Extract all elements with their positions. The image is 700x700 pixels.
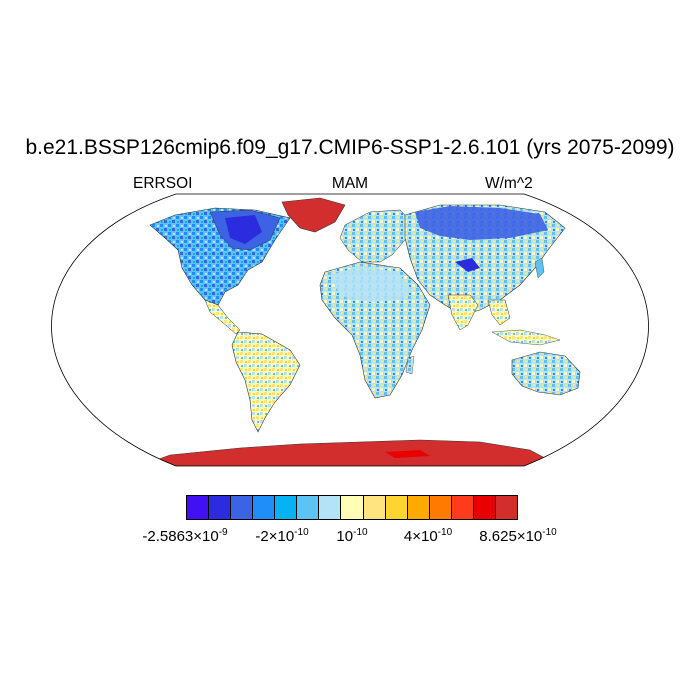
sahara-region [330, 266, 412, 302]
colorbar-swatch [253, 496, 276, 519]
colorbar-tick-label: 8.625×10-10 [479, 527, 557, 545]
hudson-dark [225, 215, 262, 244]
antarctica [139, 439, 561, 466]
siberia-cold-region [415, 206, 548, 240]
colorbar [186, 495, 518, 520]
madagascar [405, 355, 415, 375]
colorbar-swatch [319, 496, 342, 519]
south-america [231, 331, 301, 433]
colorbar-swatch [429, 496, 452, 519]
units-label: W/m^2 [485, 175, 533, 192]
colorbar-swatch [209, 496, 232, 519]
colorbar-tick-label: -2.5863×10-9 [142, 527, 228, 545]
colorbar-tick-label: 10-10 [336, 527, 368, 545]
greenland [281, 197, 346, 233]
india [447, 294, 479, 331]
colorbar-swatch [231, 496, 254, 519]
colorbar-swatch [341, 496, 364, 519]
colorbar-swatch [385, 496, 408, 519]
southeast-asia [487, 299, 511, 326]
variable-label: ERRSOI [133, 175, 193, 192]
colorbar-tick-label: -2×10-10 [255, 527, 309, 545]
map-title: b.e21.BSSP126cmip6.f09_g17.CMIP6-SSP1-2.… [25, 136, 675, 159]
japan [534, 257, 545, 279]
globe-outline [51, 193, 649, 467]
colorbar-swatch [275, 496, 298, 519]
colorbar-swatch [407, 496, 430, 519]
colorbar-swatch [451, 496, 474, 519]
australia [511, 351, 581, 396]
indonesia [491, 329, 561, 346]
colorbar-swatch [187, 496, 210, 519]
colorbar-swatch [473, 496, 496, 519]
land-layer [139, 197, 581, 466]
colorbar-swatch [363, 496, 386, 519]
europe [339, 209, 413, 263]
season-label: MAM [331, 175, 369, 192]
antarctica-dark-spot [385, 450, 430, 458]
colorbar-tick-label: 4×10-10 [403, 527, 453, 545]
central-america [204, 299, 241, 335]
colorbar-swatch [495, 496, 517, 519]
tibet-cold-spot [455, 258, 480, 272]
colorbar-swatch [297, 496, 320, 519]
